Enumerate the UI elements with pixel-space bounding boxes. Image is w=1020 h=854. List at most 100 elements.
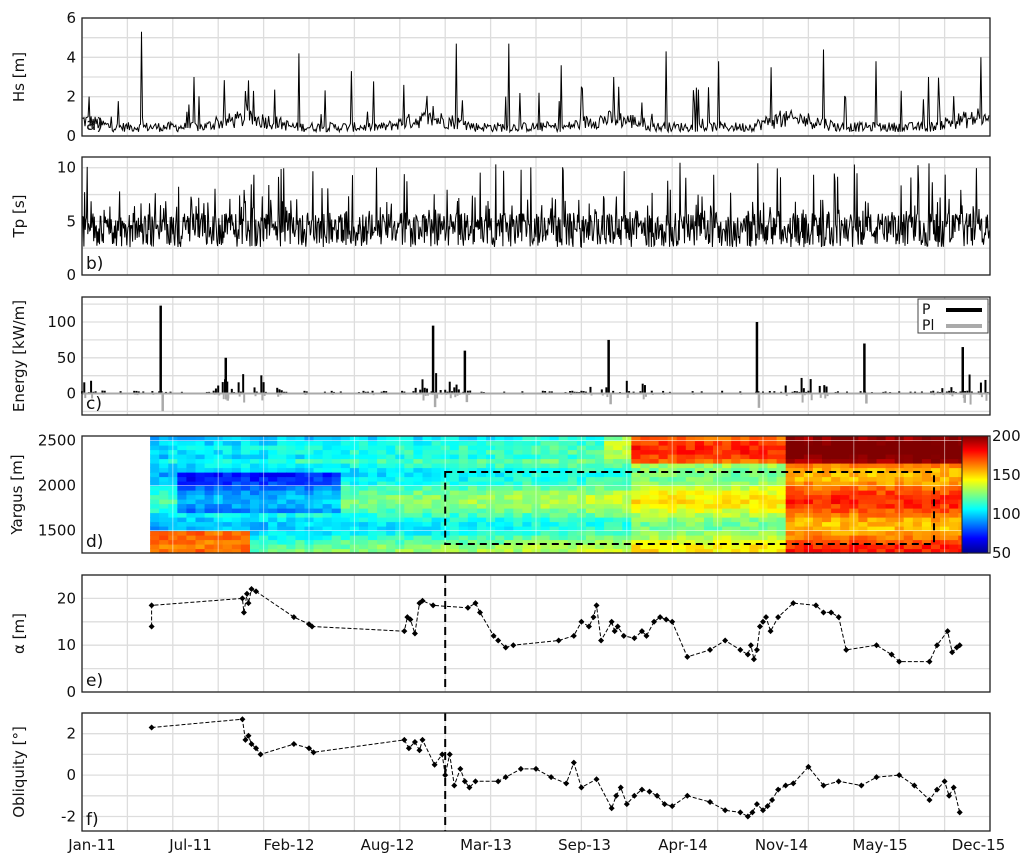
heatmap-cell [640,436,651,442]
heatmap-cell [722,449,732,455]
heatmap-cell [858,472,869,478]
heatmap-cell [495,458,505,464]
alpha-point [643,632,650,639]
heatmap-cell [885,445,896,451]
heatmap-cell [476,485,487,491]
heatmap-cell [785,526,796,532]
heatmap-cell [268,508,278,514]
heatmap-cell [358,499,369,505]
heatmap-cell [422,467,433,473]
heatmap-cell [903,490,914,496]
heatmap-cell [277,517,287,523]
panel-label: a) [86,115,103,135]
heatmap-cell [876,485,887,491]
heatmap-cell [159,526,169,532]
heatmap-cell [358,454,369,460]
heatmap-cell [240,544,251,550]
heatmap-cell [785,530,796,536]
heatmap-cell [822,499,832,505]
heatmap-cell [549,512,560,518]
heatmap-cell [268,463,278,469]
heatmap-cell [731,440,741,446]
heatmap-cell [368,530,378,536]
heatmap-cell [885,463,896,469]
heatmap-cell [268,445,278,451]
heatmap-cell [358,508,369,514]
heatmap-cell [812,458,823,464]
heatmap-cell [876,481,887,487]
heatmap-cell [322,521,333,527]
heatmap-cell [703,494,714,500]
heatmap-cell [377,467,387,473]
heatmap-cell [504,440,514,446]
heatmap-cell [540,521,551,527]
heatmap-cell [504,445,514,451]
heatmap-cell [413,472,424,478]
heatmap-cell [930,490,941,496]
heatmap-cell [930,512,941,518]
heatmap-cell [767,548,778,554]
heatmap-cell [776,454,787,460]
heatmap-cell [867,485,878,491]
heatmap-cell [177,548,188,554]
heatmap-cell [649,526,660,532]
heatmap-cell [249,512,260,518]
heatmap-cell [413,476,424,482]
heatmap-cell [286,458,296,464]
heatmap-cell [876,449,887,455]
heatmap-cell [794,436,805,442]
heatmap-cell [195,526,206,532]
heatmap-cell [595,485,605,491]
heatmap-cell [831,467,841,473]
heatmap-cell [794,539,805,545]
heatmap-cell [286,485,296,491]
heatmap-cell [749,472,760,478]
heatmap-cell [858,499,869,505]
heatmap-cell [822,467,832,473]
heatmap-cell [495,517,505,523]
heatmap-cell [740,535,750,541]
heatmap-cell [431,449,442,455]
heatmap-cell [930,454,941,460]
heatmap-cell [322,535,333,541]
heatmap-cell [513,521,523,527]
heatmap-cell [822,544,832,550]
heatmap-cell [340,467,351,473]
heatmap-cell [703,544,714,550]
heatmap-cell [767,512,778,518]
heatmap-cell [658,512,669,518]
heatmap-cell [222,548,233,554]
heatmap-cell [540,499,551,505]
heatmap-cell [858,521,869,527]
colorbar [961,435,989,554]
heatmap-cell [295,530,306,536]
heatmap-cell [277,539,287,545]
heatmap-cell [685,467,696,473]
heatmap-cell [422,521,433,527]
legend-label: Pl [922,318,934,334]
heatmap-cell [613,544,623,550]
obliquity-point [707,799,714,806]
obliquity-point [442,772,449,779]
obliquity-point [466,784,473,791]
alpha-point [775,614,782,621]
heatmap-cell [676,463,687,469]
x-tick-label: Jul-11 [168,836,212,854]
heatmap-cell [840,454,850,460]
heatmap-cell [204,539,215,545]
heatmap-cell [649,544,660,550]
heatmap-cell [885,521,896,527]
heatmap-cell [676,512,687,518]
heatmap-cell [431,436,442,442]
heatmap-cell [676,548,687,554]
heatmap-cell [640,485,651,491]
heatmap-cell [368,449,378,455]
heatmap-cell [949,481,959,487]
heatmap-cell [268,526,278,532]
heatmap-cell [431,517,442,523]
heatmap-cell [658,517,669,523]
heatmap-cell [558,512,569,518]
heatmap-cell [422,490,433,496]
